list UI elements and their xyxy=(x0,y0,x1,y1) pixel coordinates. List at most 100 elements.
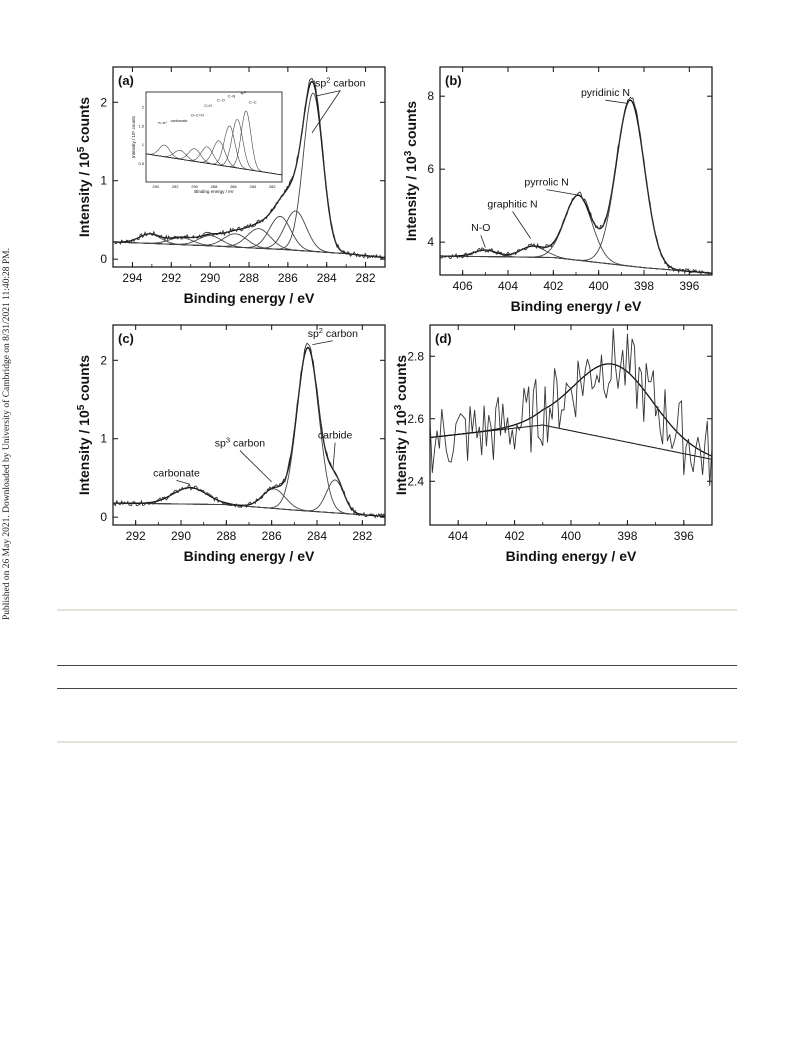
peak-annotation: sp2 carbon xyxy=(315,76,365,90)
inset-x-tick-label: 282 xyxy=(269,184,276,189)
x-axis-label: Binding energy / eV xyxy=(506,548,637,564)
x-tick-label: 292 xyxy=(126,529,146,543)
x-tick-label: 288 xyxy=(216,529,236,543)
y-axis-label: Intensity / 105 counts xyxy=(76,97,92,237)
annotation-arrow xyxy=(312,340,333,346)
peak-annotation: carbonate xyxy=(153,467,200,479)
x-tick-label: 290 xyxy=(171,529,191,543)
measured-spectrum xyxy=(113,77,385,260)
x-tick-label: 404 xyxy=(448,529,468,543)
rule-table-head xyxy=(57,665,737,666)
y-tick-label: 0 xyxy=(100,252,107,266)
x-axis-label: Binding energy / eV xyxy=(184,548,315,564)
y-tick-label: 6 xyxy=(427,162,434,176)
inset-x-tick-label: 294 xyxy=(152,184,159,189)
panel-a: 294 292 290 288 286 284 282 0 1 2 Binding energy /… xyxy=(76,66,386,306)
panel-label: (b) xyxy=(445,73,462,88)
x-tick-label: 400 xyxy=(561,529,581,543)
measured-spectrum xyxy=(113,342,385,519)
plot-frame xyxy=(429,324,713,526)
y-axis-label: Intensity / 103 counts xyxy=(403,101,419,241)
y-tick-label: 0 xyxy=(100,510,107,524)
annotation-arrow xyxy=(546,189,577,196)
plot-area xyxy=(113,342,385,519)
inset-plot-area xyxy=(146,110,282,176)
x-tick-label: 404 xyxy=(498,279,518,293)
inset-y-tick-label: 2 xyxy=(142,105,145,110)
peak-annotation: sp2 carbon xyxy=(308,326,358,340)
inset-x-label: Binding energy / eV xyxy=(194,189,233,194)
inset-x-tick-label: 286 xyxy=(230,184,237,189)
inset-peak-label: C–O xyxy=(217,98,225,102)
x-tick-label: 400 xyxy=(589,279,609,293)
panel-label: (d) xyxy=(435,331,452,346)
y-tick-label: 4 xyxy=(427,235,434,249)
inset-peak-label: sp³ xyxy=(241,91,247,95)
x-tick-label: 402 xyxy=(505,529,525,543)
y-axis-label: Intensity / 103 counts xyxy=(393,355,409,495)
inset-background xyxy=(146,153,282,176)
inset-peak-label: C=O xyxy=(204,104,212,108)
component-peak xyxy=(113,235,385,259)
x-tick-label: 294 xyxy=(122,271,142,285)
peak-annotation: pyridinic N xyxy=(581,87,630,99)
x-tick-label: 396 xyxy=(674,529,694,543)
peak-annotation: graphitic N xyxy=(487,198,537,210)
annotation-arrow xyxy=(332,442,336,471)
peak-annotation: sp3 carbon xyxy=(215,436,265,450)
component-peak xyxy=(440,194,712,274)
peak-annotation: carbide xyxy=(318,430,353,442)
x-tick-label: 398 xyxy=(634,279,654,293)
panel-c: 292 290 288 286 284 282 0 1 2 Binding energy / eV… xyxy=(76,324,386,564)
y-tick-label: 2 xyxy=(100,95,107,109)
plot-area xyxy=(113,77,385,260)
rule-table-mid xyxy=(57,688,737,689)
inset-x-tick-label: 290 xyxy=(191,184,198,189)
x-tick-label: 290 xyxy=(200,271,220,285)
measured-spectrum xyxy=(440,96,712,275)
inset-x-tick-label: 292 xyxy=(172,184,179,189)
background-line xyxy=(440,255,712,274)
y-tick-label: 2.8 xyxy=(407,349,424,363)
x-tick-label: 396 xyxy=(679,279,699,293)
inset-frame xyxy=(145,91,283,183)
rule-top xyxy=(57,609,737,611)
component-peak xyxy=(113,233,385,259)
inset-peak-label: C–N xyxy=(228,95,236,99)
x-tick-label: 292 xyxy=(161,271,181,285)
x-tick-label: 288 xyxy=(239,271,259,285)
panel-label: (a) xyxy=(118,73,134,88)
y-tick-label: 2 xyxy=(100,353,107,367)
inset-x-tick-label: 284 xyxy=(250,184,257,189)
rule-bottom xyxy=(57,741,737,743)
component-peak xyxy=(440,99,712,274)
annotation-arrow xyxy=(176,479,191,485)
panel-label: (c) xyxy=(118,331,134,346)
x-axis-label: Binding energy / eV xyxy=(184,290,315,306)
panel-d: 404 402 400 398 396 2.4 2.6 2.8 Binding energy /… xyxy=(393,324,713,564)
inset-y-label: Intensity / 10⁵ counts xyxy=(131,115,136,158)
annotation-arrow xyxy=(239,450,272,483)
y-tick-label: 2.4 xyxy=(407,474,424,488)
x-tick-label: 284 xyxy=(317,271,337,285)
annotation-arrow xyxy=(605,99,629,104)
x-tick-label: 398 xyxy=(617,529,637,543)
inset-y-tick-label: 1 xyxy=(142,142,145,147)
inset-peak-label: C–C xyxy=(249,100,257,104)
inset-x-tick-label: 288 xyxy=(211,184,218,189)
xps-figure: 294 292 290 288 286 284 282 0 1 2 Binding energy /… xyxy=(76,66,713,564)
annotation-arrow xyxy=(512,211,531,239)
y-axis-label: Intensity / 105 counts xyxy=(76,355,92,495)
plot-area xyxy=(440,96,712,275)
measured-spectrum xyxy=(430,328,712,486)
plot-area xyxy=(430,328,712,486)
fit-envelope xyxy=(430,363,712,457)
inset-peak-label: carbonate xyxy=(171,119,188,123)
background-line xyxy=(113,241,385,259)
inset-y-tick-label: 1.5 xyxy=(138,123,144,128)
inset-chart: 294 292 290 288 286 284 282 0.5 1 1.5 2 Binding ene… xyxy=(131,91,283,194)
inset-peak-label: π–π* xyxy=(158,121,167,125)
y-tick-label: 1 xyxy=(100,174,107,188)
x-tick-label: 402 xyxy=(543,279,563,293)
annotation-arrow xyxy=(480,235,486,248)
